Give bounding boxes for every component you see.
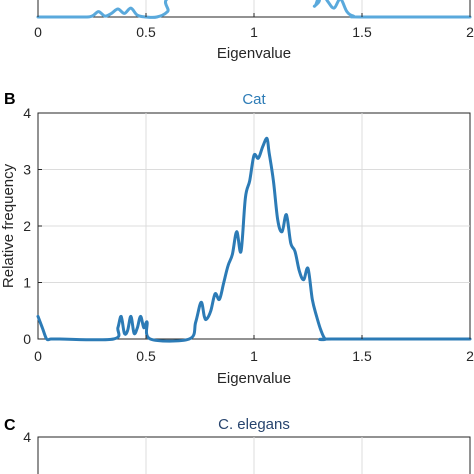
panel-c-letter: C bbox=[4, 417, 16, 434]
panel-a-series-line bbox=[36, 0, 472, 19]
panel-a-x-ticks: 0 0.5 1 1.5 2 bbox=[34, 13, 474, 40]
panel-a-x-tick-label-3: 1.5 bbox=[352, 24, 372, 40]
panel-a: 0 0.5 1 1.5 2 Eigenvalue bbox=[34, 0, 474, 62]
panel-b-gridlines bbox=[38, 113, 470, 339]
panel-c-title: C. elegans bbox=[218, 416, 290, 433]
panel-b-title: Cat bbox=[242, 91, 266, 108]
panel-b-y-tick-label-4: 4 bbox=[23, 105, 31, 121]
panel-a-x-axis-label: Eigenvalue bbox=[217, 45, 291, 62]
panel-b-x-tick-label-1: 0.5 bbox=[136, 348, 156, 364]
panel-b-y-tick-label-1: 1 bbox=[23, 275, 31, 291]
panel-b-letter: B bbox=[4, 91, 16, 108]
panel-b-x-axis-label: Eigenvalue bbox=[217, 370, 291, 387]
panel-b-y-ticks: 0 1 2 3 4 bbox=[23, 105, 42, 347]
panel-c: C C. elegans 4 bbox=[4, 416, 471, 474]
panel-a-x-tick-label-1: 0.5 bbox=[136, 24, 156, 40]
panel-c-gridlines bbox=[145, 437, 363, 474]
panel-a-x-tick-label-2: 1 bbox=[250, 24, 258, 40]
panel-b-y-axis-label: Relative frequency bbox=[0, 163, 17, 288]
panel-a-gridlines bbox=[145, 0, 363, 17]
panel-b-x-tick-label-4: 2 bbox=[466, 348, 474, 364]
panel-c-y-tick-4: 4 bbox=[23, 429, 31, 445]
panel-b-y-tick-label-2: 2 bbox=[23, 218, 31, 234]
panel-b-x-tick-label-2: 1 bbox=[250, 348, 258, 364]
panel-b-x-ticks: 0 0.5 1 1.5 2 bbox=[34, 335, 474, 364]
panel-b-y-tick-label-3: 3 bbox=[23, 162, 31, 178]
panel-a-x-tick-label-4: 2 bbox=[466, 24, 474, 40]
panel-a-x-tick-label-0: 0 bbox=[34, 24, 42, 40]
panel-b-x-tick-label-0: 0 bbox=[34, 348, 42, 364]
panel-b-y-tick-label-0: 0 bbox=[23, 331, 31, 347]
panel-b-series-line bbox=[36, 136, 472, 343]
panel-b: B Cat 0 0.5 1 1.5 2 0 1 2 3 4 Eigenvalue Relativ… bbox=[0, 91, 474, 387]
panel-b-x-tick-label-3: 1.5 bbox=[352, 348, 372, 364]
